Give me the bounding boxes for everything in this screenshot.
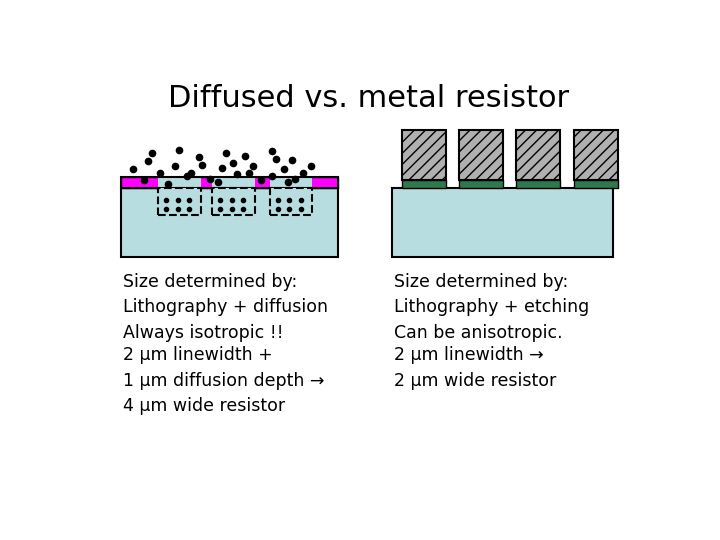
Bar — [270, 188, 312, 215]
Text: Size determined by:
Lithography + etching
Can be anisotropic.: Size determined by: Lithography + etchin… — [394, 273, 589, 342]
Bar — [459, 180, 503, 188]
Bar — [270, 177, 312, 188]
Text: Size determined by:
Lithography + diffusion
Always isotropic !!: Size determined by: Lithography + diffus… — [122, 273, 328, 342]
Bar — [121, 177, 338, 188]
Text: Diffused vs. metal resistor: Diffused vs. metal resistor — [168, 84, 570, 113]
Bar — [392, 188, 613, 257]
Bar — [574, 180, 618, 188]
Bar — [158, 188, 201, 215]
Text: 2 μm linewidth +
1 μm diffusion depth →
4 μm wide resistor: 2 μm linewidth + 1 μm diffusion depth → … — [122, 346, 324, 415]
Bar — [212, 177, 255, 188]
Bar — [459, 130, 503, 180]
Bar — [121, 177, 338, 188]
Bar — [158, 177, 201, 188]
Bar — [212, 188, 255, 215]
Bar — [516, 180, 560, 188]
Bar — [516, 130, 560, 180]
Bar — [402, 180, 446, 188]
Bar — [121, 188, 338, 257]
Bar — [574, 130, 618, 180]
Bar — [402, 130, 446, 180]
Text: 2 μm linewidth →
2 μm wide resistor: 2 μm linewidth → 2 μm wide resistor — [394, 346, 556, 389]
